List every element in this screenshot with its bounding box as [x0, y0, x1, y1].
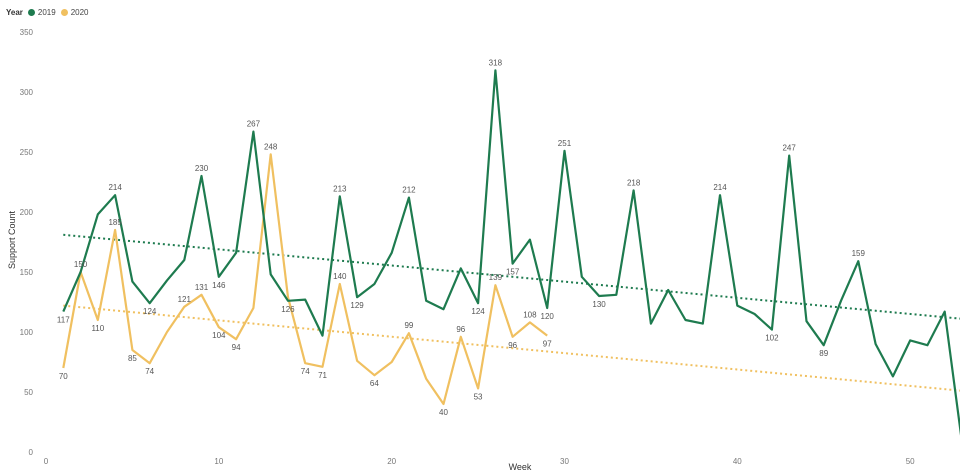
data-label: 121 — [178, 295, 192, 304]
data-label: 251 — [558, 139, 572, 148]
y-axis-title: Support Count — [7, 210, 17, 269]
data-label: 212 — [402, 186, 416, 195]
y-tick-label: 250 — [20, 148, 34, 157]
data-label: 157 — [506, 268, 520, 277]
data-label: 247 — [782, 144, 796, 153]
y-tick-label: 350 — [20, 28, 34, 37]
data-label: 64 — [370, 379, 379, 388]
data-label: 159 — [852, 249, 866, 258]
data-label: 70 — [59, 372, 68, 381]
data-label: 131 — [195, 283, 209, 292]
data-label: 214 — [713, 183, 727, 192]
x-tick-label: 40 — [733, 457, 742, 466]
data-label: 99 — [404, 321, 413, 330]
series-line-2019[interactable] — [62, 69, 960, 442]
data-label: 94 — [232, 343, 241, 352]
x-tick-label: 50 — [906, 457, 915, 466]
data-label: 214 — [108, 183, 122, 192]
legend-item-2019[interactable]: 2019 — [27, 8, 56, 17]
x-tick-label: 10 — [214, 457, 223, 466]
data-label: 130 — [592, 300, 606, 309]
data-label: 185 — [108, 218, 122, 227]
data-label: 318 — [489, 58, 503, 67]
legend-swatch-2019 — [27, 9, 35, 16]
data-label: 124 — [143, 307, 157, 316]
y-tick-label: 200 — [20, 208, 34, 217]
x-tick-label: 0 — [44, 457, 49, 466]
legend-label-2019: 2019 — [37, 8, 56, 17]
data-label: 89 — [819, 349, 828, 358]
data-label: 53 — [474, 392, 483, 401]
data-label: 150 — [74, 260, 88, 269]
y-tick-label: 300 — [20, 88, 34, 97]
y-tick-label: 0 — [29, 448, 34, 457]
data-label: 120 — [541, 312, 555, 321]
data-label: 102 — [765, 334, 779, 343]
data-label: 267 — [247, 120, 261, 129]
data-label: 96 — [508, 341, 517, 350]
y-axis-ticks: 0 50 100 150 200 250 300 350 — [20, 28, 34, 457]
data-label: 140 — [333, 272, 347, 281]
y-tick-label: 50 — [24, 388, 33, 397]
data-label: 104 — [212, 331, 226, 340]
x-tick-label: 20 — [387, 457, 396, 466]
x-axis-title: Week — [509, 462, 532, 470]
y-tick-label: 150 — [20, 268, 34, 277]
legend-title: Year — [6, 8, 23, 17]
data-label: 40 — [439, 408, 448, 417]
trend-line-2020 — [63, 304, 960, 392]
data-label: 71 — [318, 371, 327, 380]
series-lines — [62, 69, 960, 442]
data-label: 230 — [195, 164, 209, 173]
x-tick-label: 30 — [560, 457, 569, 466]
data-label: 117 — [57, 316, 70, 325]
data-label: 97 — [543, 340, 552, 349]
data-label: 126 — [281, 305, 295, 314]
data-label: 108 — [523, 310, 537, 319]
y-tick-label: 100 — [20, 328, 34, 337]
data-label: 213 — [333, 184, 347, 193]
legend-swatch-2020 — [60, 9, 68, 16]
data-labels: 1172141242301462671262131292121243181571… — [57, 58, 866, 417]
data-label: 74 — [145, 367, 154, 376]
data-label: 248 — [264, 142, 278, 151]
data-label: 96 — [456, 325, 465, 334]
data-label: 124 — [471, 307, 485, 316]
data-label: 85 — [128, 354, 137, 363]
chart-legend: Year 2019 2020 — [6, 8, 89, 17]
data-label: 74 — [301, 367, 310, 376]
data-label: 139 — [489, 273, 503, 282]
x-axis-ticks: 0 10 20 30 40 50 — [44, 457, 915, 466]
data-label: 129 — [350, 301, 364, 310]
series-line-2020[interactable] — [62, 153, 548, 406]
legend-label-2020: 2020 — [70, 8, 89, 17]
data-label: 110 — [91, 324, 104, 333]
data-label: 146 — [212, 281, 226, 290]
data-label: 218 — [627, 178, 641, 187]
legend-item-2020[interactable]: 2020 — [60, 8, 89, 17]
